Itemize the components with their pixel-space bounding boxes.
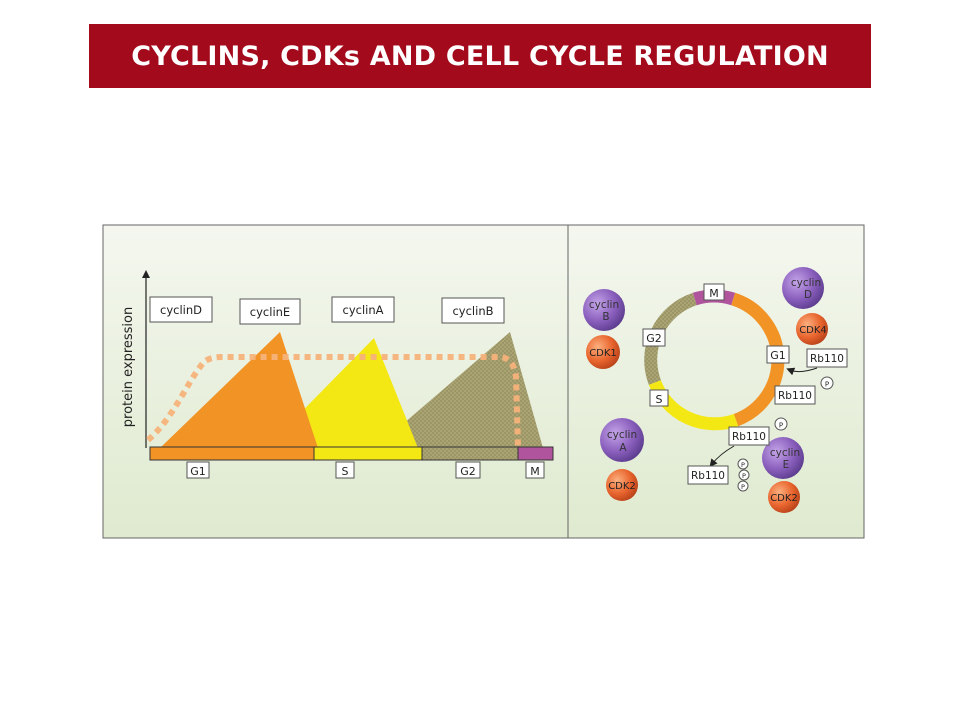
cdk2-sphere-e-label: CDK2	[770, 493, 798, 504]
cyclinD-curve	[146, 354, 521, 449]
phosphate-4c: P	[741, 483, 745, 491]
phase-label-g1-box: G1	[186, 461, 210, 479]
cyclinB-curve	[375, 332, 543, 448]
cyclinE-curve	[160, 332, 318, 448]
cyclinB-label: cyclinB	[452, 304, 493, 318]
phase-bar	[149, 446, 554, 461]
figure-svg: protein expression cyclinD cyclinE cycli…	[102, 224, 865, 539]
cyclinA-sphere-line1: cyclin	[607, 429, 637, 441]
cyclinE-sphere-line2: E	[783, 459, 790, 471]
phase-bar-m	[517, 446, 554, 461]
rb110-label-4: Rb110	[691, 470, 725, 482]
rb110-label-2: Rb110	[778, 390, 812, 402]
phase-label-s-box: S	[335, 461, 355, 479]
y-axis-label: protein expression	[121, 307, 136, 427]
rb110-arrow-3	[709, 445, 735, 468]
cyclinB-sphere-line1: cyclin	[589, 299, 619, 311]
phase-label-m: M	[530, 465, 540, 478]
cdk1-sphere-label: CDK1	[589, 348, 617, 359]
phase-bar-s	[313, 446, 423, 461]
cyclinD-sphere	[782, 267, 824, 309]
phase-label-g1: G1	[190, 465, 206, 478]
cyclinA-label: cyclinA	[343, 303, 384, 317]
cyclinA-label-box: cyclinA	[331, 296, 395, 323]
cyclinE-sphere	[762, 437, 804, 479]
cyclinB-sphere	[583, 289, 625, 331]
ring-label-s: S	[656, 393, 663, 406]
cyclinB-sphere-line2: B	[602, 311, 609, 323]
ring-label-g1-box: G1	[766, 345, 790, 364]
cdk4-sphere-label: CDK4	[799, 325, 827, 336]
phase-label-g2-box: G2	[455, 461, 481, 479]
ring-label-m: M	[709, 287, 719, 300]
cdk2-sphere-a	[606, 469, 638, 501]
cyclinD-label: cyclinD	[160, 303, 202, 317]
cyclinD-cdk4-complex: cyclin D CDK4	[782, 267, 828, 345]
cdk1-sphere	[586, 335, 620, 369]
y-axis-arrowhead	[142, 270, 150, 278]
cdk4-sphere	[796, 313, 828, 345]
cyclinD-label-box: cyclinD	[149, 296, 213, 323]
phosphate-4b: P	[742, 472, 746, 480]
rb110-box-1: Rb110	[806, 348, 848, 368]
rb110-box-4: Rb110 P P P	[687, 458, 750, 492]
rb110-label-3: Rb110	[732, 431, 766, 443]
phosphate-2: P	[825, 381, 829, 389]
cyclinE-label-box: cyclinE	[239, 298, 301, 325]
cyclinD-sphere-line2: D	[804, 289, 812, 301]
phosphate-4a: P	[741, 461, 745, 469]
cyclinE-cdk2-complex: cyclin E CDK2	[762, 437, 804, 513]
cdk2-sphere-e	[768, 481, 800, 513]
phase-bar-g2	[421, 446, 519, 461]
rb110-label-1: Rb110	[810, 353, 844, 365]
cdk2-sphere-a-label: CDK2	[608, 481, 636, 492]
rb110-box-2: Rb110 P	[774, 376, 834, 405]
cell-cycle-figure: protein expression cyclinD cyclinE cycli…	[82, 202, 877, 558]
ring-label-g2-box: G2	[642, 328, 666, 347]
cyclinB-cdk1-complex: cyclin B CDK1	[583, 289, 625, 369]
cyclinD-sphere-line1: cyclin	[791, 277, 821, 289]
title-bar: CYCLINS, CDKs AND CELL CYCLE REGULATION	[89, 24, 871, 88]
ring-label-g2: G2	[646, 332, 662, 345]
phase-label-m-box: M	[525, 461, 545, 479]
rb110-arrow-1	[786, 367, 818, 376]
phase-label-s: S	[342, 465, 349, 478]
phase-label-g2: G2	[460, 465, 476, 478]
phosphate-3: P	[779, 422, 783, 430]
cyclinA-cdk2-complex: cyclin A CDK2	[600, 418, 644, 501]
cyclinB-label-box: cyclinB	[441, 297, 505, 324]
cyclinA-sphere-line2: A	[619, 442, 627, 454]
slide-title: CYCLINS, CDKs AND CELL CYCLE REGULATION	[131, 40, 829, 72]
ring-label-m-box: M	[703, 283, 725, 301]
cyclinE-label: cyclinE	[250, 305, 290, 319]
cyclinE-sphere-line1: cyclin	[770, 447, 800, 459]
rb110-box-3: Rb110 P	[728, 417, 788, 446]
cyclinA-sphere	[600, 418, 644, 462]
phase-bar-g1	[149, 446, 315, 461]
ring-label-s-box: S	[649, 389, 669, 407]
ring-label-g1: G1	[770, 349, 786, 362]
